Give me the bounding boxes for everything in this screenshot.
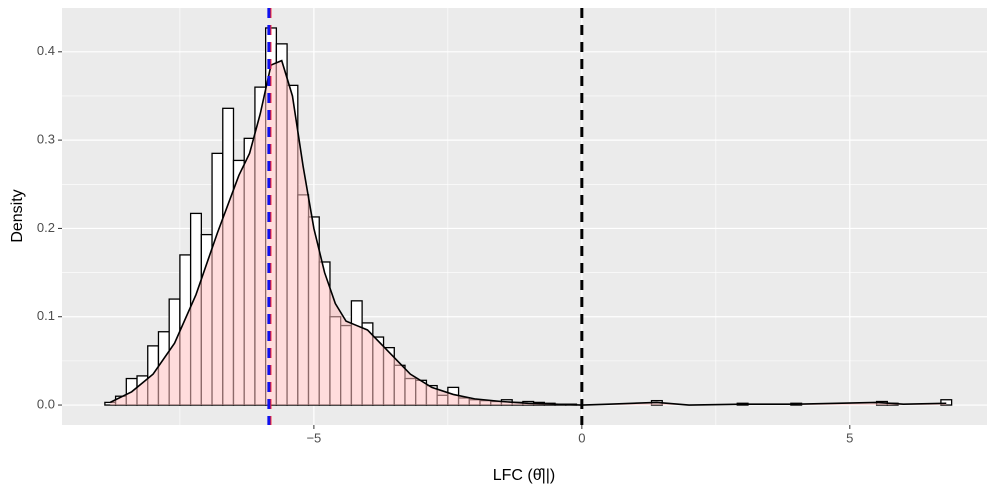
density-area	[110, 60, 947, 406]
y-axis-title: Density	[9, 189, 26, 242]
y-tick-label: 0.3	[37, 132, 55, 147]
x-axis-title: LFC (θ̂||)	[493, 467, 556, 484]
x-tick-label: 5	[846, 430, 853, 445]
y-tick-label: 0.4	[37, 43, 55, 58]
plot	[104, 8, 953, 425]
y-tick-label: 0.0	[37, 396, 55, 411]
x-tick-label: 0	[578, 430, 585, 445]
x-tick-label: −5	[306, 430, 321, 445]
y-tick-label: 0.2	[37, 220, 55, 235]
density-line	[109, 59, 947, 406]
y-tick-label: 0.1	[37, 308, 55, 323]
